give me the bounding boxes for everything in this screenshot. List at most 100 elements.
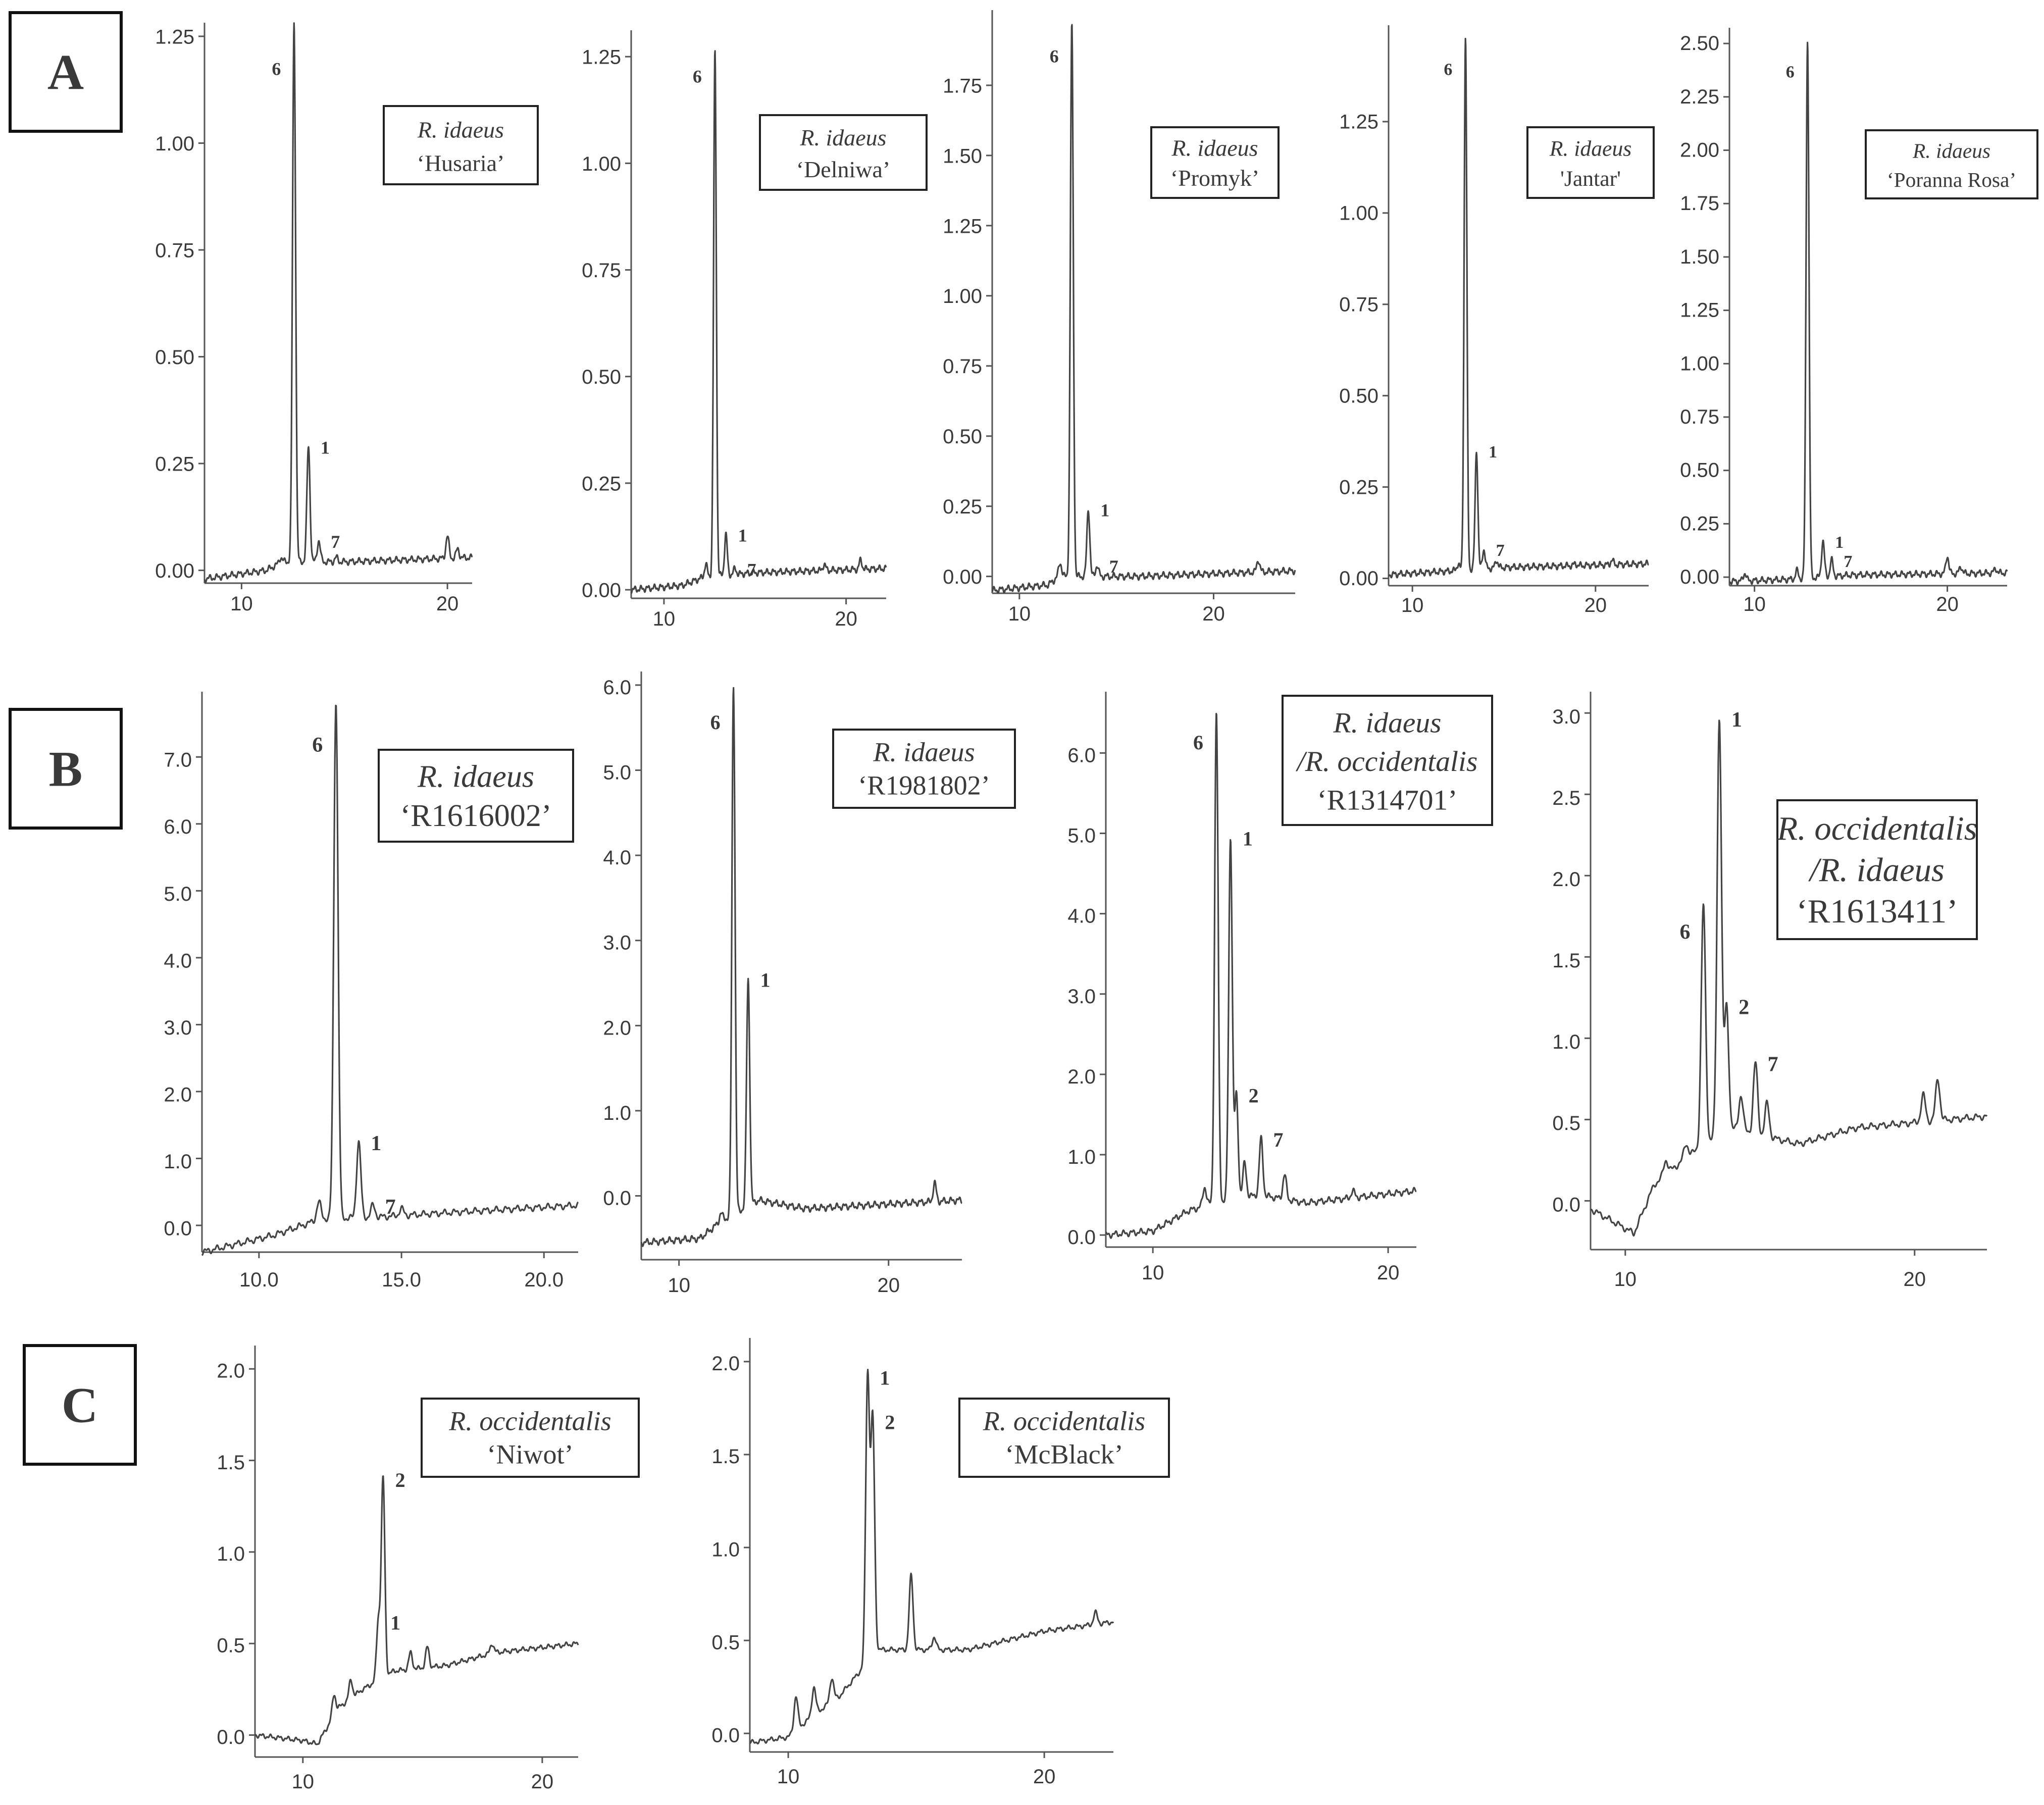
chromatogram-trace xyxy=(1388,37,1649,579)
peak-label: 1 xyxy=(880,1366,890,1389)
sample-label-box: R. occidentalis‘McBlack’ xyxy=(958,1398,1170,1478)
x-tick-label: 20 xyxy=(531,1771,554,1793)
cultivar-name: ‘Promyk’ xyxy=(1170,165,1259,191)
peak-label: 7 xyxy=(331,532,340,552)
y-tick-label: 6.0 xyxy=(164,816,192,838)
peak-label: 2 xyxy=(885,1411,895,1434)
peak-label: 6 xyxy=(312,734,323,757)
sample-label-border xyxy=(421,1398,640,1478)
cultivar-name: ‘Husaria’ xyxy=(417,150,505,176)
sample-label-box: R. idaeus 'Jantar' xyxy=(1526,126,1655,199)
chromatogram-trace xyxy=(203,22,473,583)
sample-label-box: R. idaeus ‘Poranna Rosa’ xyxy=(1865,129,2038,199)
peak-label: 1 xyxy=(371,1132,381,1155)
y-tick-label: 1.75 xyxy=(1680,192,1719,215)
x-tick-label: 20 xyxy=(1202,603,1225,625)
cultivar-name: ‘R1981802’ xyxy=(858,770,990,801)
sample-label-box: R. idaeus ‘Promyk’ xyxy=(1150,126,1280,199)
sample-label-border xyxy=(1150,126,1280,199)
y-tick-label: 0.75 xyxy=(582,260,621,282)
cultivar-name: ‘Poranna Rosa’ xyxy=(1887,168,2016,191)
sample-label-box: R. idaeus ‘Delniwa’ xyxy=(759,114,928,191)
species-name-secondary: /R. occidentalis xyxy=(1296,746,1478,778)
cultivar-name: ‘Niwot’ xyxy=(487,1439,573,1470)
species-name: R. idaeus xyxy=(1333,707,1442,739)
sample-label-box: R. occidentalis‘Niwot’ xyxy=(421,1398,640,1478)
y-tick-label: 0.25 xyxy=(1680,512,1719,535)
x-tick-label: 10 xyxy=(1008,603,1031,625)
y-tick-label: 1.25 xyxy=(1339,111,1378,133)
y-tick-label: 0.50 xyxy=(1680,459,1719,482)
row-letters: A B C xyxy=(9,11,137,1466)
species-name: R. occidentalis xyxy=(448,1406,611,1436)
y-tick-label: 1.0 xyxy=(1067,1146,1096,1168)
species-name: R. idaeus xyxy=(1912,139,1990,163)
x-tick-label: 20 xyxy=(1936,593,1959,615)
y-tick-label: 2.50 xyxy=(1680,32,1719,55)
y-tick-label: 0.00 xyxy=(155,560,194,582)
y-tick-label: 0.0 xyxy=(164,1217,192,1240)
y-tick-label: 0.0 xyxy=(1067,1226,1096,1249)
peak-label: 1 xyxy=(1489,443,1497,461)
y-tick-label: 1.50 xyxy=(1680,246,1719,268)
chromatogram-trace xyxy=(991,24,1296,594)
y-tick-label: 0.75 xyxy=(1680,406,1719,428)
peak-label: 1 xyxy=(321,438,330,458)
chromatogram-trace xyxy=(1105,712,1417,1239)
y-tick-label: 1.00 xyxy=(1339,202,1378,225)
species-name: R. idaeus xyxy=(873,737,975,767)
peak-label: 6 xyxy=(1193,731,1203,754)
y-tick-label: 1.5 xyxy=(217,1452,245,1474)
peak-label: 1 xyxy=(1835,533,1844,552)
peak-label: 2 xyxy=(1249,1085,1259,1107)
y-tick-label: 5.0 xyxy=(1067,825,1096,847)
y-tick-label: 1.0 xyxy=(217,1543,245,1565)
chromatogram-panel: 0.0 0.5 1.0 1.5 2.0 10 20 2 1 R. occidentalis‘Niw… xyxy=(217,1346,640,1793)
y-tick-label: 2.0 xyxy=(711,1353,740,1375)
chromatogram-panel: 0.00 0.25 0.50 0.75 1.00 1.25 10 20 6 1 7 R. idaeus… xyxy=(1339,25,1655,616)
y-tick-label: 3.0 xyxy=(1067,986,1096,1008)
row-letter-text: C xyxy=(62,1377,98,1433)
peak-label: 1 xyxy=(760,969,771,992)
peak-label: 1 xyxy=(390,1612,400,1634)
x-tick-label: 20 xyxy=(1904,1268,1926,1291)
y-tick-label: 0.5 xyxy=(217,1634,245,1657)
y-tick-label: 0.75 xyxy=(155,239,194,262)
peak-label: 7 xyxy=(1844,552,1852,571)
x-tick-label: 20 xyxy=(1033,1766,1056,1788)
y-tick-label: 0.75 xyxy=(1339,293,1378,316)
x-tick-label: 20 xyxy=(877,1274,900,1297)
chromatogram-trace xyxy=(749,1369,1114,1745)
sample-label-border xyxy=(759,114,928,191)
y-tick-label: 2.5 xyxy=(1552,787,1580,809)
y-tick-label: 0.0 xyxy=(603,1188,631,1210)
y-tick-label: 3.0 xyxy=(603,932,631,954)
y-tick-label: 0.25 xyxy=(943,496,982,518)
y-tick-label: 0.5 xyxy=(711,1631,740,1654)
y-tick-label: 0.50 xyxy=(582,366,621,388)
cultivar-name: ‘R1314701’ xyxy=(1317,784,1458,816)
x-tick-label: 20 xyxy=(1377,1262,1400,1284)
x-tick-label: 10 xyxy=(777,1766,800,1788)
y-tick-label: 3.0 xyxy=(164,1017,192,1039)
y-tick-label: 1.25 xyxy=(582,46,621,69)
y-tick-label: 2.0 xyxy=(603,1017,631,1039)
x-tick-label: 15.0 xyxy=(382,1269,421,1291)
peak-label: 2 xyxy=(395,1469,405,1491)
y-tick-label: 0.0 xyxy=(217,1726,245,1748)
y-tick-label: 1.0 xyxy=(711,1538,740,1561)
y-tick-label: 2.0 xyxy=(217,1360,245,1382)
x-tick-label: 10 xyxy=(230,593,253,615)
row-letter-1: A xyxy=(9,11,123,133)
peak-label: 7 xyxy=(1768,1053,1778,1076)
chromatogram-panel: 0.00 0.25 0.50 0.75 1.00 1.25 10 20 6 1 7 R. idaeus… xyxy=(155,22,539,615)
species-name: R. occidentalis xyxy=(983,1406,1145,1436)
y-tick-label: 1.00 xyxy=(1680,352,1719,375)
cultivar-name: ‘R1616002’ xyxy=(400,799,551,833)
sample-label-border xyxy=(958,1398,1170,1478)
peak-label: 6 xyxy=(1050,46,1059,67)
peak-label: 7 xyxy=(1109,556,1118,577)
sample-label-border xyxy=(1526,126,1655,199)
y-tick-label: 0.0 xyxy=(711,1724,740,1746)
